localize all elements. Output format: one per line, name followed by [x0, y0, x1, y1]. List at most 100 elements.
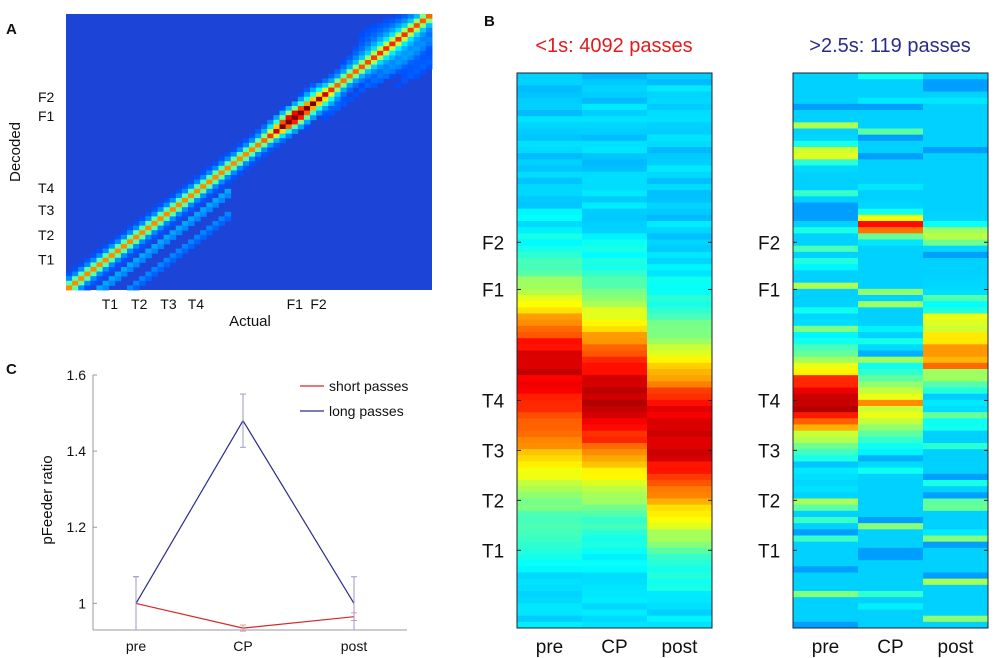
heatmap-a-cell [383, 73, 390, 79]
heatmap-a-cell [120, 234, 128, 240]
heatmap-b-cell [582, 177, 648, 185]
heatmap-b-cell [858, 190, 924, 197]
heatmap-a-cell [66, 280, 73, 286]
heatmap-a-cell [163, 225, 171, 231]
heatmap-a-cell [328, 110, 335, 116]
heatmap-b-cell [858, 196, 924, 203]
heatmap-a-cell [364, 69, 372, 75]
heatmap-a-cell [127, 253, 134, 259]
heatmap-a-cell [371, 37, 378, 42]
heatmap-a-cell [322, 106, 329, 111]
heatmap-a-cell [236, 156, 244, 162]
heatmap-a-cell [383, 55, 390, 61]
heatmap-b-cell [858, 387, 924, 394]
heatmap-a-cell [255, 156, 262, 162]
heatmap-a-cell [303, 106, 311, 111]
heatmap-a-cell [291, 106, 299, 111]
line-series-short-passes [135, 602, 355, 629]
heatmap-a-cell [425, 37, 433, 42]
heatmap-a-cell [401, 37, 408, 42]
heatmap-a-cell [242, 142, 250, 148]
heatmap-b-cell [582, 251, 648, 259]
heatmap-a-cell [188, 188, 195, 194]
heatmap-a-cell [157, 239, 164, 245]
heatmap-b-cell [793, 350, 859, 357]
heatmap-b-cell [647, 430, 713, 438]
heatmap-b-cell [647, 350, 713, 357]
heatmap-a-cell [364, 41, 372, 47]
heatmap-a-cell [261, 147, 268, 153]
heatmap-b-cell [923, 153, 989, 160]
heatmap-b-cell [582, 523, 648, 530]
heatmap-a-cell [364, 78, 372, 84]
heatmap-a-cell [255, 129, 262, 134]
heatmap-b-cell [517, 295, 583, 302]
heatmap-b-cell [647, 344, 713, 351]
heatmap-a-cell [364, 32, 372, 38]
heatmap-a-cell [346, 73, 354, 79]
heatmap-b-cell [517, 350, 583, 357]
heatmap-b-cell [858, 547, 924, 555]
heatmap-b-cell [858, 239, 924, 246]
heatmap-a-cell [194, 179, 201, 185]
heatmap-b-cell [923, 282, 989, 290]
heatmap-a-cell [230, 156, 238, 162]
heatmap-a-cell [120, 267, 128, 272]
heatmap-b-cell [647, 325, 713, 333]
heatmap-b-cell [582, 325, 648, 333]
heatmap-b-cell [517, 356, 583, 364]
heatmap-b-cell [517, 609, 583, 616]
heatmap-b-cell [858, 276, 924, 283]
heatmap-a-cell [377, 41, 384, 47]
heatmap-b-cell [858, 97, 924, 105]
heatmap-b-cell [582, 110, 648, 117]
heatmap-b-y-tick-t3: T3 [482, 441, 504, 462]
heatmap-b-cell [923, 165, 989, 172]
heatmap-a-cell [169, 211, 177, 217]
heatmap-a-cell [169, 230, 177, 236]
heatmap-b-cell [793, 566, 859, 573]
heatmap-b-cell [517, 461, 583, 468]
heatmap-b-frame [516, 72, 713, 629]
heatmap-a-cell [334, 101, 341, 107]
heatmap-b-cell [582, 233, 648, 240]
heatmap-b-cell [858, 301, 924, 308]
heatmap-b-cell [923, 473, 989, 481]
heatmap-b-y-tick-f2: F2 [758, 233, 780, 254]
heatmap-a-cell [114, 244, 122, 249]
heatmap-a-cell [181, 193, 189, 199]
heatmap-b-cell [923, 455, 989, 462]
heatmap-a-cell [371, 78, 378, 84]
heatmap-a-cell [389, 41, 396, 47]
heatmap-a-cell [273, 115, 280, 121]
heatmap-b-cell [582, 498, 648, 505]
heatmap-b-x-tick-cp: CP [877, 637, 903, 658]
heatmap-a-cell [181, 221, 189, 226]
heatmap-a-cell [212, 188, 219, 194]
heatmap-a-cell [206, 188, 213, 194]
heatmap-b-cell [858, 554, 924, 561]
heatmap-a-cell [206, 184, 213, 190]
heatmap-b-cell [793, 165, 859, 172]
heatmap-b-cell [647, 73, 713, 80]
heatmap-a-cell [181, 225, 189, 231]
heatmap-a-cell [145, 239, 152, 245]
heatmap-a-cell [334, 69, 341, 75]
heatmap-a-cell [84, 285, 91, 291]
heatmap-b-cell [858, 369, 924, 376]
heatmap-a-cell [401, 46, 408, 52]
heatmap-b-cell [647, 134, 713, 142]
heatmap-a-cell [175, 216, 183, 222]
heatmap-a-cell [224, 152, 232, 157]
heatmap-b-cell [793, 399, 859, 407]
heatmap-b-cell [923, 140, 989, 148]
heatmap-b-cell [582, 227, 648, 234]
heatmap-a-cell [322, 110, 329, 116]
heatmap-b-cell [582, 578, 648, 586]
heatmap-b-cell [923, 547, 989, 555]
heatmap-a-cell [389, 23, 396, 29]
heatmap-a-cell [212, 198, 219, 203]
heatmap-a-cell [413, 37, 421, 42]
heatmap-a-cell [200, 179, 207, 185]
heatmap-a-cell [340, 96, 347, 102]
